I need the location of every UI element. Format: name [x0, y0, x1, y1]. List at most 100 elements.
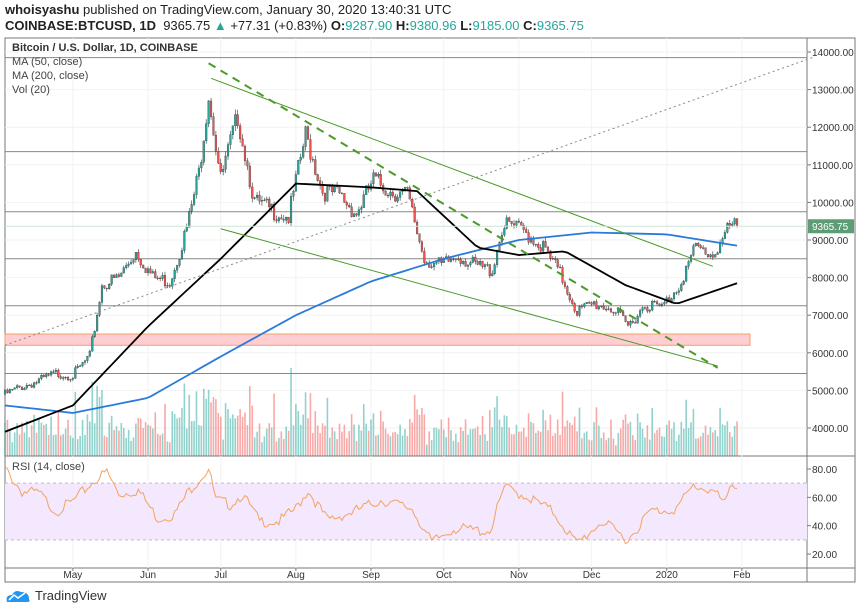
volume-bar [72, 437, 74, 456]
volume-bar [552, 435, 554, 456]
high-label: H: [395, 18, 410, 33]
volume-bar [627, 423, 629, 456]
change: +77.31 (+0.83%) [230, 18, 328, 33]
candle [590, 302, 593, 305]
volume-bar [173, 414, 176, 456]
volume-bar [295, 404, 297, 456]
volume-bar [120, 423, 123, 456]
volume-bar [481, 415, 484, 456]
candle [636, 316, 639, 324]
last-price-badge [808, 219, 854, 234]
legend-ma200[interactable]: MA (200, close) [12, 70, 89, 82]
candle [115, 274, 118, 278]
volume-bar [690, 422, 692, 456]
candle [464, 261, 467, 267]
volume-bar [176, 418, 178, 456]
candle [525, 229, 528, 233]
tradingview-logo[interactable]: TradingView [5, 588, 107, 603]
volume-bar [459, 427, 462, 456]
legend-vol[interactable]: Vol (20) [12, 84, 50, 96]
candle [108, 284, 111, 289]
low-label: L: [460, 18, 473, 33]
volume-bar [278, 437, 280, 456]
time-tick-label: Dec [583, 570, 601, 581]
rsi-band [5, 483, 807, 540]
candle [57, 369, 60, 377]
candle [333, 185, 336, 193]
candle [282, 219, 285, 221]
candle [447, 256, 450, 262]
volume-bar [232, 414, 234, 456]
candle [687, 261, 690, 267]
volume-bar [668, 420, 670, 456]
volume-bar [299, 424, 302, 456]
volume-bar [585, 431, 588, 456]
volume-bar [246, 425, 249, 456]
author[interactable]: whoisyashu [5, 2, 80, 17]
volume-bar [253, 437, 256, 456]
volume-bar [549, 414, 552, 456]
volume-bar [469, 429, 472, 456]
candle [629, 321, 632, 326]
volume-bar [527, 413, 530, 456]
candle [161, 275, 164, 279]
volume-bar [91, 381, 94, 456]
candle [134, 252, 137, 261]
candle [452, 258, 455, 260]
candle [302, 146, 305, 158]
volume-bar [45, 423, 48, 456]
volume-bar [316, 425, 319, 456]
volume-bar [215, 399, 217, 456]
volume-bar [106, 437, 108, 456]
candle [675, 292, 678, 294]
candle [731, 223, 734, 226]
volume-bar [113, 430, 115, 456]
volume-bar [658, 427, 661, 456]
volume-bar [641, 428, 644, 456]
candle [396, 197, 399, 202]
volume-bar [532, 423, 535, 456]
candle [171, 278, 174, 287]
volume-bar [326, 397, 329, 456]
candle [166, 285, 169, 287]
candle [622, 312, 625, 316]
support-zone [4, 333, 751, 346]
trendline-solid [210, 77, 713, 267]
candle [578, 306, 581, 316]
volume-bar [721, 424, 724, 456]
legend-rsi[interactable]: RSI (14, close) [12, 461, 85, 473]
candle [18, 385, 21, 388]
volume-bar [147, 424, 149, 456]
volume-bar [714, 430, 717, 456]
open-label: O: [330, 18, 346, 33]
volume-bar [476, 426, 479, 456]
candle [418, 233, 421, 242]
candle [588, 302, 591, 304]
candle [212, 116, 215, 136]
close-label: C: [523, 18, 537, 33]
volume-bar [358, 424, 360, 456]
volume-bar [687, 428, 690, 456]
price-tick-label: 5000.00 [812, 386, 849, 397]
volume-bar [394, 431, 397, 456]
candle [122, 267, 125, 274]
candle [239, 125, 242, 140]
volume-bar [372, 413, 375, 456]
volume-bar [607, 437, 610, 456]
volume-bar [716, 436, 719, 456]
candle [125, 265, 128, 268]
candle [132, 259, 135, 263]
volume-bar [353, 424, 355, 456]
legend-ma50[interactable]: MA (50, close) [12, 56, 83, 68]
volume-bar [685, 399, 687, 456]
candle [486, 264, 489, 266]
candle [420, 241, 423, 252]
time-tick-label: Sep [362, 570, 380, 581]
volume-bar [348, 431, 351, 456]
volume-bar [164, 403, 166, 456]
candle [682, 280, 685, 285]
volume-bar [302, 414, 304, 456]
candle [275, 219, 278, 222]
volume-bar [435, 427, 438, 456]
